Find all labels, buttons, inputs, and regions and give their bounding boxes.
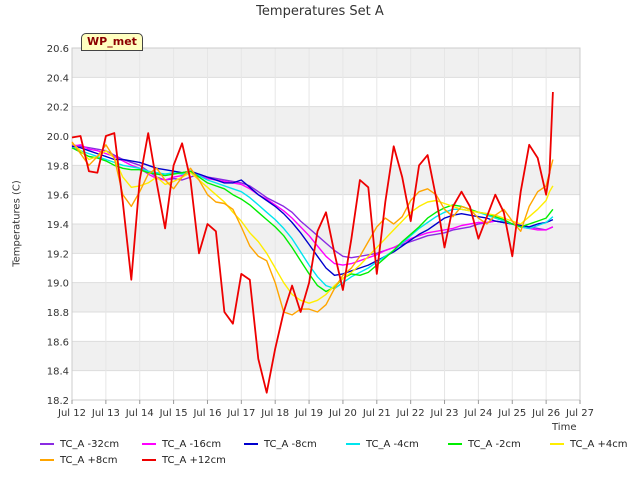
- plot-band: [72, 165, 580, 195]
- x-tick-label: Jul 12: [57, 408, 86, 419]
- x-tick-label: Jul 15: [159, 408, 188, 419]
- x-axis-label: Time: [552, 422, 577, 433]
- legend-label: TC_A -32cm: [60, 438, 120, 450]
- legend-label: TC_A +12cm: [162, 454, 226, 466]
- plot-band: [72, 341, 580, 371]
- y-tick-label: 19.4: [47, 220, 69, 231]
- x-tick-label: Jul 25: [497, 408, 526, 419]
- legend-swatch: [448, 443, 462, 445]
- series-line-tc-a-4cm: [71, 142, 554, 304]
- y-tick-label: 18.4: [47, 367, 69, 378]
- legend-item: TC_A +12cm: [142, 452, 244, 468]
- x-tick-label: Jul 22: [396, 408, 425, 419]
- legend-item: TC_A -2cm: [448, 436, 550, 452]
- plot-band: [72, 224, 580, 254]
- legend-swatch: [346, 443, 360, 445]
- plot-band: [72, 282, 580, 312]
- legend-item: TC_A -16cm: [142, 436, 244, 452]
- plot-band: [72, 48, 580, 78]
- x-tick-label: Jul 23: [430, 408, 459, 419]
- plot-band: [72, 106, 580, 136]
- station-badge: WP_met: [81, 33, 143, 51]
- legend-swatch: [142, 443, 156, 445]
- x-tick-label: Jul 19: [294, 408, 323, 419]
- y-tick-label: 19.0: [47, 279, 69, 290]
- legend-label: TC_A -8cm: [264, 438, 317, 450]
- x-tick-label: Jul 13: [91, 408, 120, 419]
- y-tick-label: 18.8: [47, 308, 69, 319]
- y-tick-label: 19.2: [47, 249, 69, 260]
- chart-title: Temperatures Set A: [256, 4, 384, 19]
- legend-item: TC_A -32cm: [40, 436, 142, 452]
- x-tick-label: Jul 14: [125, 408, 154, 419]
- legend-item: TC_A -4cm: [346, 436, 448, 452]
- legend-swatch: [40, 459, 54, 461]
- legend-label: TC_A +8cm: [60, 454, 118, 466]
- legend-label: TC_A -16cm: [162, 438, 222, 450]
- x-tick-label: Jul 27: [565, 408, 594, 419]
- x-tick-label: Jul 16: [192, 408, 221, 419]
- legend-swatch: [244, 443, 258, 445]
- legend-swatch: [550, 443, 564, 445]
- x-tick-label: Jul 17: [226, 408, 255, 419]
- x-tick-label: Jul 18: [260, 408, 289, 419]
- y-tick-label: 18.6: [47, 337, 69, 348]
- legend-label: TC_A +4cm: [570, 438, 628, 450]
- y-tick-label: 18.2: [47, 396, 69, 407]
- legend-swatch: [142, 459, 156, 461]
- legend-swatch: [40, 443, 54, 445]
- x-tick-label: Jul 21: [362, 408, 391, 419]
- y-tick-label: 20.2: [47, 103, 69, 114]
- legend-item: TC_A +4cm: [550, 436, 640, 452]
- legend-item: TC_A -8cm: [244, 436, 346, 452]
- y-tick-label: 19.8: [47, 161, 69, 172]
- series-line-tc-a-12cm: [71, 91, 554, 394]
- x-tick-label: Jul 24: [463, 408, 492, 419]
- legend-label: TC_A -2cm: [468, 438, 521, 450]
- y-tick-label: 20.4: [47, 73, 69, 84]
- legend-label: TC_A -4cm: [366, 438, 419, 450]
- legend: TC_A -32cm TC_A -16cm TC_A -8cm TC_A -4cm TC…: [40, 436, 630, 468]
- legend-item: TC_A +8cm: [40, 452, 142, 468]
- y-tick-label: 19.6: [47, 191, 69, 202]
- x-tick-label: Jul 20: [328, 408, 357, 419]
- plot-frame: [71, 47, 581, 401]
- y-tick-label: 20.6: [47, 44, 69, 55]
- x-tick-label: Jul 26: [531, 408, 560, 419]
- y-tick-label: 20.0: [47, 132, 69, 143]
- series-line-tc-a-16cm: [71, 144, 554, 266]
